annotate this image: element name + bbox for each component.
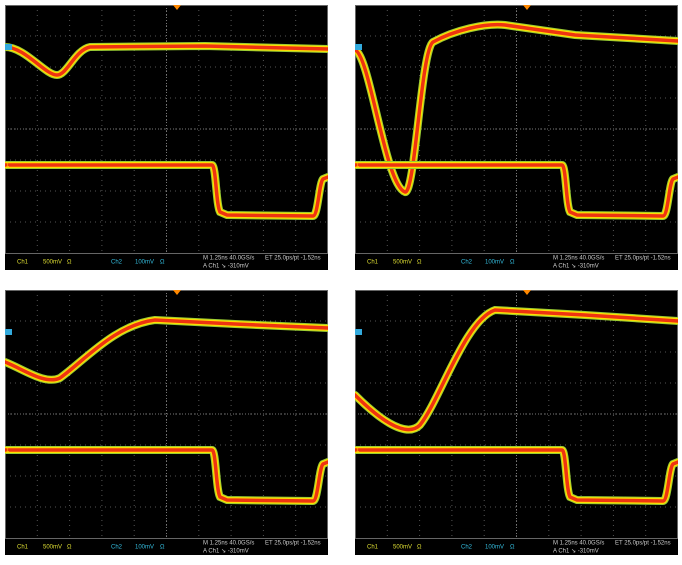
scope-screen: 1 Ch1 500mV Ω Ch2 100mV Ω M 1.25ns 40.0GS/s ET 2…	[355, 5, 678, 270]
ch1-coupling: Ω	[417, 545, 422, 551]
waveform	[5, 448, 328, 503]
ch1-scale: 500mV	[43, 260, 62, 266]
waveform	[5, 44, 328, 77]
timebase: M 1.25ns 40.0GS/s	[553, 541, 604, 547]
ch2-coupling: Ω	[510, 260, 515, 266]
ch1-coupling: Ω	[417, 260, 422, 266]
waveform	[355, 22, 678, 194]
waveform	[5, 163, 328, 218]
trigger-marker	[173, 290, 181, 295]
equivalent-time: ET 25.0ps/pt -1.52ns	[615, 541, 671, 547]
timebase: M 1.25ns 40.0GS/s	[203, 541, 254, 547]
scope-screen: 1 Ch1 500mV Ω Ch2 100mV Ω M 1.25ns 40.0GS/s ET 2…	[5, 5, 328, 270]
scope-screen: 1 Ch1 500mV Ω Ch2 100mV Ω M 1.25ns 40.0GS/s ET 2…	[5, 290, 328, 555]
ch1-coupling: Ω	[67, 545, 72, 551]
plot-border	[355, 290, 678, 539]
plot-border	[5, 290, 328, 539]
ch2-coupling: Ω	[160, 260, 165, 266]
ref-marker: 1	[356, 448, 360, 454]
timebase: M 1.25ns 40.0GS/s	[553, 256, 604, 262]
ch1-label: Ch1	[367, 260, 379, 266]
ch2-label: Ch2	[461, 260, 473, 266]
trigger: A Ch1 ↘ -310mV	[203, 549, 249, 555]
ch2-scale: 100mV	[135, 545, 154, 551]
ch1-label: Ch1	[367, 545, 379, 551]
ch1-label: Ch1	[17, 545, 29, 551]
equivalent-time: ET 25.0ps/pt -1.52ns	[615, 256, 671, 262]
trigger: A Ch1 ↘ -310mV	[553, 549, 599, 555]
scope-screen: 1 Ch1 500mV Ω Ch2 100mV Ω M 1.25ns 40.0GS/s ET 2…	[355, 290, 678, 555]
ch2-label: Ch2	[461, 545, 473, 551]
waveform	[355, 308, 678, 432]
ch1-scale: 500mV	[393, 260, 412, 266]
ref-marker: 1	[6, 163, 10, 169]
ch2-marker	[355, 44, 362, 50]
ch2-scale: 100mV	[135, 260, 154, 266]
ch2-label: Ch2	[111, 545, 123, 551]
ch2-coupling: Ω	[510, 545, 515, 551]
ch2-scale: 100mV	[485, 260, 504, 266]
trigger-marker	[173, 5, 181, 10]
equivalent-time: ET 25.0ps/pt -1.52ns	[265, 256, 321, 262]
ch2-marker	[5, 44, 12, 50]
ch2-scale: 100mV	[485, 545, 504, 551]
waveform	[355, 163, 678, 218]
ref-marker: 1	[6, 448, 10, 454]
plot-border	[355, 5, 678, 254]
ch2-label: Ch2	[111, 260, 123, 266]
ch1-coupling: Ω	[67, 260, 72, 266]
ch2-coupling: Ω	[160, 545, 165, 551]
trigger-marker	[523, 5, 531, 10]
plot-border	[5, 5, 328, 254]
waveform	[355, 448, 678, 503]
ch2-marker	[5, 329, 12, 335]
ch1-scale: 500mV	[43, 545, 62, 551]
ref-marker: 1	[356, 163, 360, 169]
equivalent-time: ET 25.0ps/pt -1.52ns	[265, 541, 321, 547]
ch1-scale: 500mV	[393, 545, 412, 551]
ch2-marker	[355, 329, 362, 335]
trigger: A Ch1 ↘ -310mV	[553, 264, 599, 270]
ch1-label: Ch1	[17, 260, 29, 266]
timebase: M 1.25ns 40.0GS/s	[203, 256, 254, 262]
trigger-marker	[523, 290, 531, 295]
waveform	[5, 318, 328, 382]
trigger: A Ch1 ↘ -310mV	[203, 264, 249, 270]
